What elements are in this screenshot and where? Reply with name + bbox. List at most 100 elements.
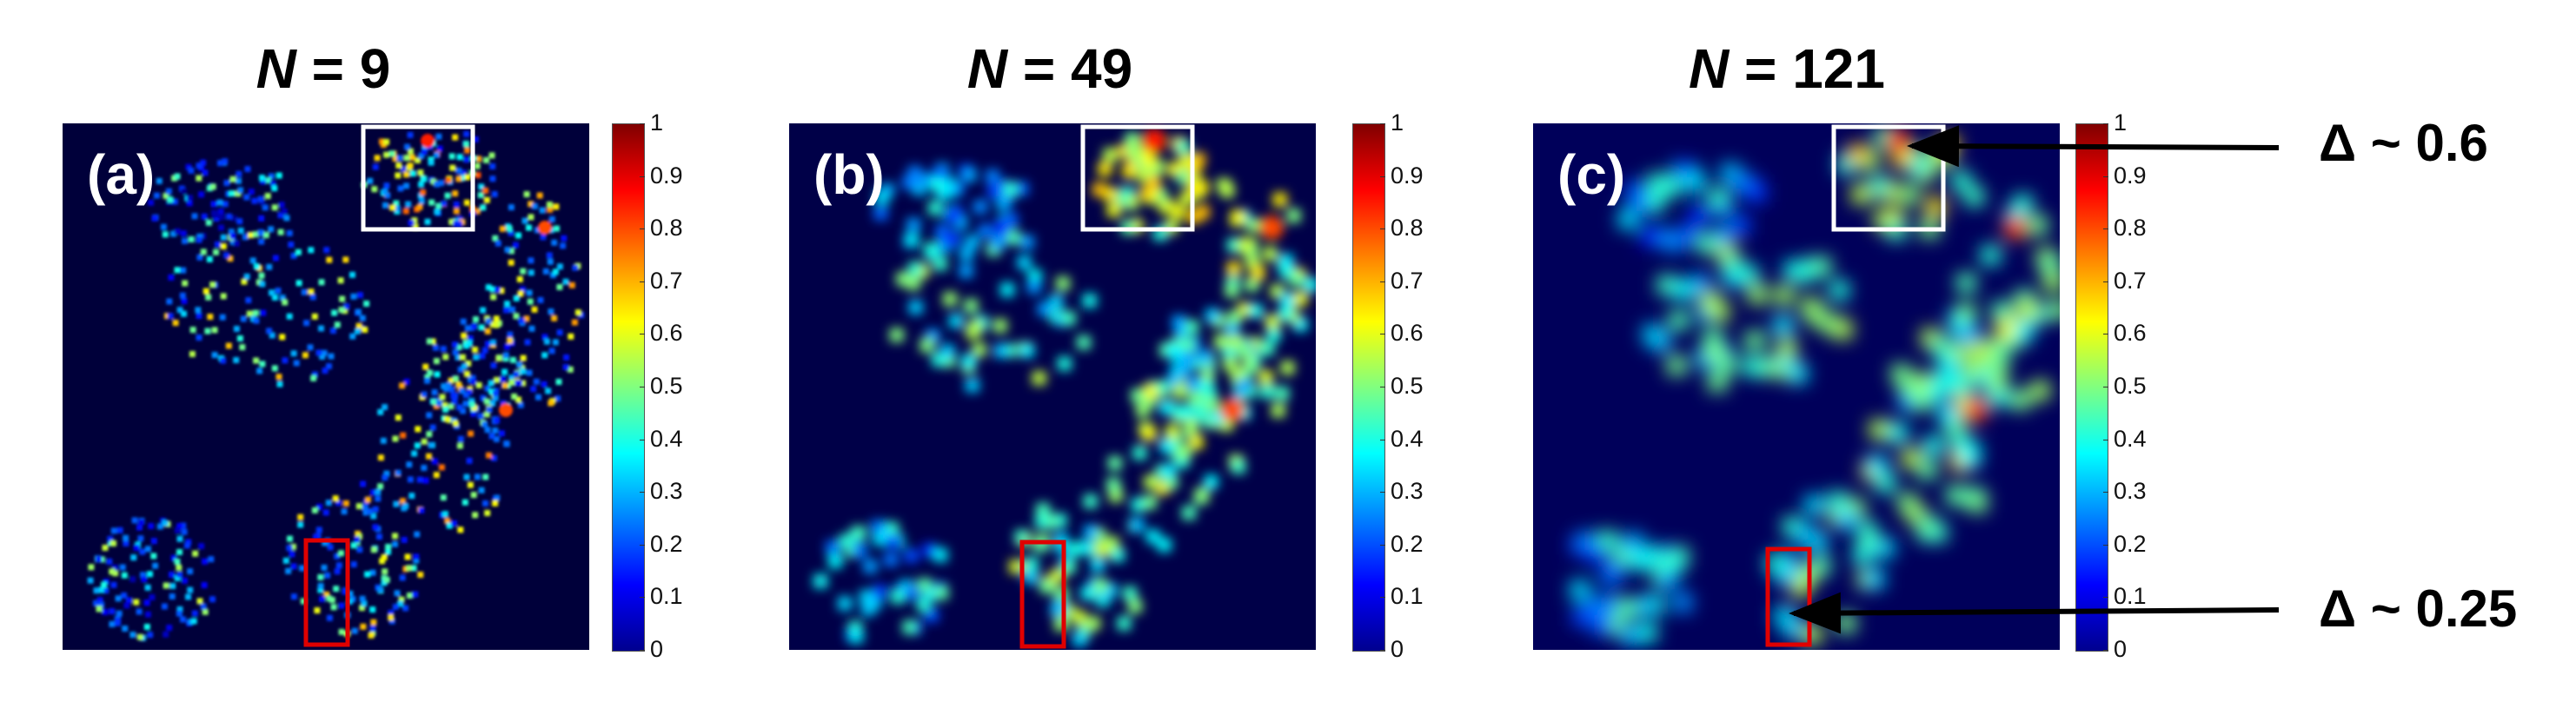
heat-cell [211,327,218,334]
heat-cell [382,202,388,209]
heat-cell [562,278,569,285]
heat-cell [455,167,462,174]
heat-cell [427,369,434,376]
heat-cell [1092,182,1107,197]
heat-cell [243,194,250,201]
heat-cell [327,544,334,551]
heat-cell [543,338,550,345]
heat-cell [552,268,559,275]
heat-cell [169,593,176,599]
heat-cell [1656,553,1676,573]
heat-cell [153,192,160,199]
heat-cell [495,320,502,327]
heat-cell [98,601,105,608]
heat-cell [1898,493,1917,513]
colorbar-tick-mark [640,228,645,230]
heat-cell [147,571,153,578]
heat-cell [418,507,425,513]
heat-cell [500,375,506,382]
heat-cell [350,542,357,549]
heat-cell [129,632,136,639]
heat-cell [942,232,957,247]
heat-cell [456,154,463,161]
heat-cell [536,192,543,199]
heat-cell [1990,339,2010,359]
heat-cell [1195,487,1210,502]
heat-cell [286,313,293,320]
heat-cell [468,401,475,408]
heat-cell [1179,337,1194,352]
heat-cell [237,187,244,194]
heat-cell [472,136,479,142]
heat-cell [465,360,472,367]
heat-cell [106,558,113,565]
heat-cell [541,352,548,359]
highlight-box-white-b [1080,124,1195,232]
heat-cell [424,374,431,381]
heat-cell [434,209,441,215]
heat-cell [122,626,129,632]
heat-cell [143,599,150,606]
heat-cell [334,568,341,575]
heat-cell [136,524,143,531]
heat-cell [531,306,538,313]
heat-cell [972,342,986,357]
heat-cell [399,382,406,389]
heat-cell [412,591,419,598]
heat-cell [149,594,156,600]
heat-cell [392,604,399,610]
heat-cell [1230,368,1245,382]
colorbar-tick-mark [2103,281,2108,282]
heat-cell [2048,300,2060,320]
heat-cell [547,258,554,265]
heat-cell [111,565,118,571]
heat-cell [407,476,414,483]
heat-cell [148,523,155,529]
heat-cell [369,606,376,613]
heat-cell [381,553,388,560]
colorbar-tick-mark [2103,597,2108,599]
heat-cell [395,469,402,476]
heat-cell [1237,379,1251,393]
heat-cell [408,154,415,161]
heat-cell [136,633,143,640]
heat-cell [1795,263,1815,283]
heat-cell [491,191,498,197]
heat-cell [444,192,451,199]
heat-cell [442,406,449,413]
highlight-box-white-a [361,124,475,232]
heat-cell [1157,538,1172,553]
heat-cell [185,593,191,600]
heat-cell [1251,266,1265,280]
heat-cell [229,190,236,197]
heat-cell [535,394,541,401]
heat-cell [246,310,253,317]
heat-cell [478,183,485,190]
heat-cell [271,365,278,372]
colorbar-tick-mark [1380,123,1385,124]
heat-cell [1143,495,1157,510]
heat-cell [176,606,183,613]
heat-cell [372,524,379,531]
heat-cell [1186,376,1201,391]
heat-cell [1925,197,1945,217]
heat-cell [1286,209,1301,223]
heat-cell [433,472,440,479]
heat-cell [354,328,361,334]
heat-cell [1960,447,1980,467]
heat-cell [420,189,427,195]
heat-cell [1730,215,1750,235]
heat-cell [1617,599,1637,619]
heat-cell [548,400,554,407]
colorbar-tick-label: 0.8 [1391,215,1424,242]
heat-cell [1026,280,1041,295]
heat-cell [483,196,490,203]
heat-cell [523,315,530,322]
heat-cell [276,381,283,387]
heat-cell [408,220,415,226]
heat-cell [214,241,221,248]
heat-cell [382,568,388,575]
colorbar-tick-label: 1 [2114,109,2128,136]
heat-cell [443,415,450,422]
heat-cell [1083,494,1098,508]
